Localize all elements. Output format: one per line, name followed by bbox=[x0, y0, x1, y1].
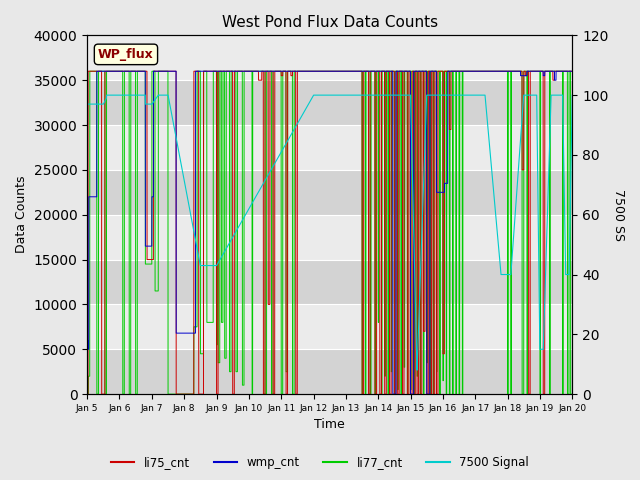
Legend: li75_cnt, wmp_cnt, li77_cnt, 7500 Signal: li75_cnt, wmp_cnt, li77_cnt, 7500 Signal bbox=[106, 452, 534, 474]
Bar bbox=[87, 170, 572, 215]
Bar bbox=[87, 260, 572, 304]
Y-axis label: Data Counts: Data Counts bbox=[15, 176, 28, 253]
X-axis label: Time: Time bbox=[314, 419, 345, 432]
Bar bbox=[87, 304, 572, 349]
Bar bbox=[87, 125, 572, 170]
Bar bbox=[87, 80, 572, 125]
Bar bbox=[87, 349, 572, 394]
Bar bbox=[87, 215, 572, 260]
Bar bbox=[87, 36, 572, 80]
Title: West Pond Flux Data Counts: West Pond Flux Data Counts bbox=[221, 15, 438, 30]
Text: WP_flux: WP_flux bbox=[98, 48, 154, 61]
Y-axis label: 7500 SS: 7500 SS bbox=[612, 189, 625, 241]
